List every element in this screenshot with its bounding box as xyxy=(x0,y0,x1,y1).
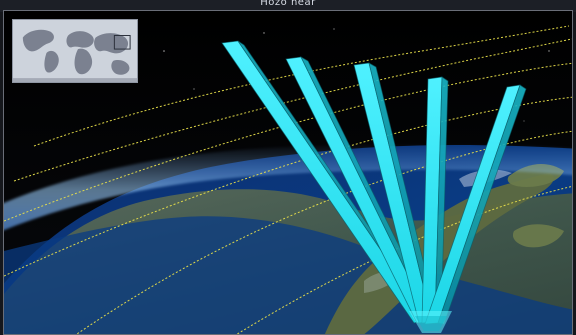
3d-globe-viewport[interactable] xyxy=(3,10,573,335)
title-bar: Hozo near xyxy=(0,0,576,12)
window-title: Hozo near xyxy=(260,0,316,8)
world-overview-map[interactable] xyxy=(12,19,138,83)
world-map-icon xyxy=(13,20,137,82)
